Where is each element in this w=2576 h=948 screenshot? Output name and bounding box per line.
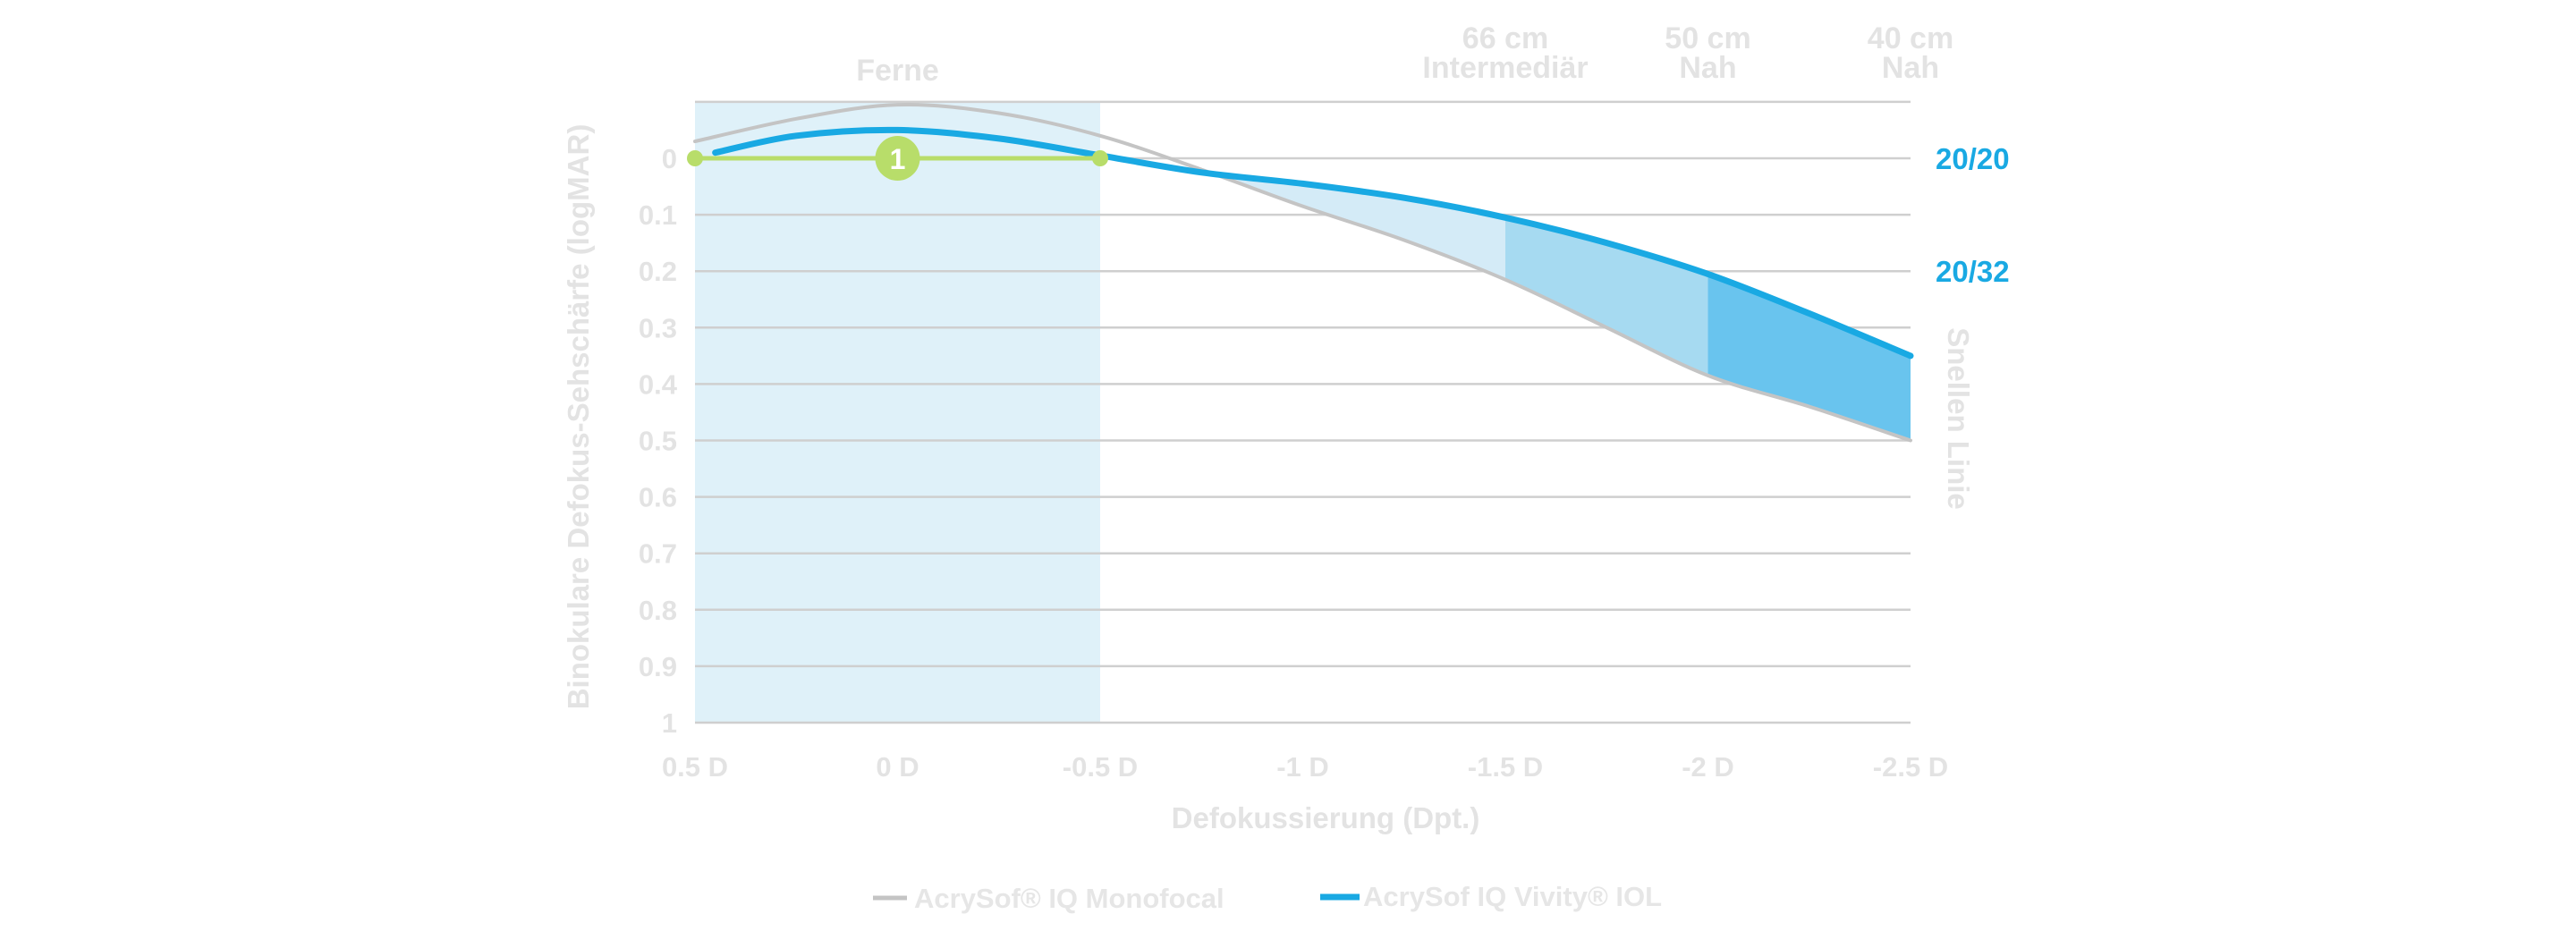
text-layer: 0 0.1 0.2 0.3 0.4 0.5 0.6 0.7 0.8 0.9 1 0.5 D 0 D -0.… xyxy=(562,21,2010,834)
distance-label: Intermediär xyxy=(1422,51,1588,85)
highlight-band xyxy=(695,101,1100,723)
y-tick-label: 0.8 xyxy=(639,595,677,626)
series-line-monofocal xyxy=(693,102,1912,443)
y-tick-label: 0.9 xyxy=(639,651,677,682)
marker-layer: 1 xyxy=(687,136,1108,181)
y-tick-label: 0.4 xyxy=(639,368,678,400)
distance-label: 66 cm xyxy=(1462,21,1548,55)
x-tick-label: -2.5 D xyxy=(1873,751,1948,783)
legend: AcrySof® IQ Monofocal AcrySof IQ Vivity® … xyxy=(873,881,1662,914)
y-tick-label: 0 xyxy=(662,143,677,174)
y-axis-title: Binokulare Defokus-Sehschärfe (logMAR) xyxy=(562,124,595,710)
y-tick-label: 0.3 xyxy=(639,312,677,343)
y-tick-label: 0.6 xyxy=(639,482,677,513)
right-axis-title: Snellen Linie xyxy=(1942,327,1975,510)
x-tick-label: -2 D xyxy=(1682,751,1734,783)
y-tick-label: 0.2 xyxy=(639,256,677,287)
x-tick-label: 0.5 D xyxy=(662,751,728,783)
range-marker-end xyxy=(1092,150,1108,166)
distance-label: Nah xyxy=(1679,51,1736,85)
series-line-vivity xyxy=(712,126,1914,360)
fill-region xyxy=(1707,274,1911,441)
x-tick-label: -1 D xyxy=(1276,751,1329,783)
series-layer xyxy=(693,102,1914,443)
range-marker-badge xyxy=(875,136,920,181)
y-tick-label: 0.1 xyxy=(639,199,677,231)
x-axis-title: Defokussierung (Dpt.) xyxy=(1172,801,1480,834)
y-tick-label: 0.7 xyxy=(639,538,677,570)
y-tick-label: 1 xyxy=(662,707,677,739)
distance-label: 50 cm xyxy=(1665,21,1750,55)
y-tick-label: 0.5 xyxy=(639,426,677,457)
distance-label: Ferne xyxy=(856,54,939,88)
snellen-label: 20/32 xyxy=(1936,255,2010,288)
distance-label: Nah xyxy=(1882,51,1939,85)
x-tick-label: -1.5 D xyxy=(1468,751,1543,783)
legend-label-vivity: AcrySof IQ Vivity® IOL xyxy=(1363,881,1662,912)
range-marker-badge-label: 1 xyxy=(890,143,906,175)
x-tick-label: 0 D xyxy=(876,751,919,783)
range-marker-start xyxy=(687,150,703,166)
highlight-band-layer xyxy=(695,101,1100,723)
distance-label: 40 cm xyxy=(1868,21,1953,55)
x-tick-label: -0.5 D xyxy=(1063,751,1138,783)
legend-label-monofocal: AcrySof® IQ Monofocal xyxy=(914,883,1224,914)
fill-region xyxy=(1505,217,1708,376)
snellen-label: 20/20 xyxy=(1936,142,2010,175)
